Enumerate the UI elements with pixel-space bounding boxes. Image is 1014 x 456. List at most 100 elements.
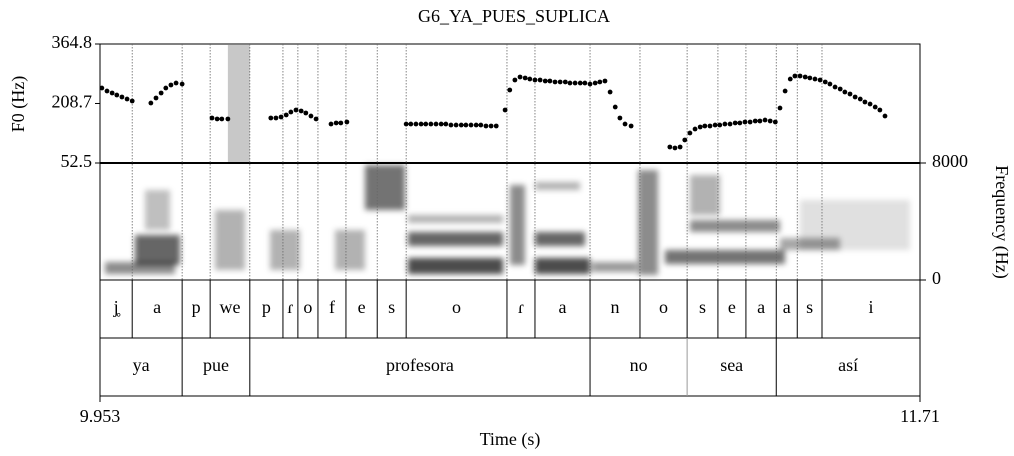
f0-point: [308, 113, 314, 119]
tier-label: e: [358, 297, 366, 317]
f0-point: [338, 120, 344, 126]
f0-point: [607, 89, 613, 95]
y-axis-label: F0 (Hz): [8, 76, 29, 133]
f0-point: [124, 96, 130, 102]
f0-point: [453, 122, 459, 128]
f0-point: [129, 98, 135, 104]
f0-point: [857, 96, 863, 102]
f0-point: [757, 118, 763, 124]
tier-label: pue: [203, 355, 229, 375]
tier-label: o: [452, 297, 461, 317]
f0-point: [273, 115, 279, 121]
f0-point: [872, 104, 878, 110]
f0-point: [448, 122, 454, 128]
tier-label: e: [728, 297, 736, 317]
f0-point: [787, 76, 793, 82]
tier-label: s: [699, 297, 706, 317]
f0-point: [403, 121, 409, 127]
f0-point: [832, 84, 838, 90]
tier-label: p: [262, 297, 271, 317]
f0-point: [114, 92, 120, 98]
f0-point: [483, 123, 489, 129]
tier-label: o: [303, 297, 312, 317]
y-tick-label: 52.5: [61, 151, 93, 171]
f0-point: [822, 79, 828, 85]
tier-label: así: [838, 355, 858, 375]
f0-point: [697, 124, 703, 130]
f0-point: [502, 107, 508, 113]
f0-point: [577, 80, 583, 86]
f0-point: [877, 107, 883, 113]
f0-point: [438, 121, 444, 127]
tier-label: ɾ: [518, 297, 524, 317]
f0-point: [433, 121, 439, 127]
f0-point: [418, 121, 424, 127]
f0-point: [153, 95, 159, 101]
f0-point: [622, 121, 628, 127]
f0-point: [557, 79, 563, 85]
f0-point: [99, 85, 105, 91]
f0-point: [547, 78, 553, 84]
f0-point: [672, 145, 678, 151]
f0-point: [867, 101, 873, 107]
tier-label: a: [783, 297, 791, 317]
f0-point: [488, 123, 494, 129]
plot-frame: [99, 43, 921, 397]
f0-point: [777, 105, 783, 111]
f0-point: [742, 119, 748, 125]
f0-point: [168, 82, 174, 88]
f0-point: [812, 76, 818, 82]
f0-point: [587, 81, 593, 87]
f0-point: [692, 126, 698, 132]
x-axis-label: Time (s): [480, 429, 541, 450]
f0-point: [797, 73, 803, 79]
f0-point: [562, 79, 568, 85]
f0-point: [572, 80, 578, 86]
f0-point: [219, 116, 225, 122]
f0-point: [537, 77, 543, 83]
f0-point: [408, 121, 414, 127]
f0-point: [682, 137, 688, 143]
f0-point: [717, 122, 723, 128]
f0-point: [463, 122, 469, 128]
f0-point: [727, 121, 733, 127]
f0-point: [862, 99, 868, 105]
f0-point: [817, 77, 823, 83]
f0-point: [512, 77, 518, 83]
tier-label: ɾ: [287, 297, 293, 317]
f0-point: [722, 121, 728, 127]
f0-point: [268, 115, 274, 121]
f0-point: [293, 107, 299, 113]
f0-point: [119, 94, 125, 100]
f0-point: [597, 79, 603, 85]
tier-label: s: [806, 297, 813, 317]
f0-point: [762, 117, 768, 123]
f0-point: [882, 113, 888, 119]
f0-point: [298, 108, 304, 114]
f0-point: [473, 122, 479, 128]
tier-label: n: [611, 297, 620, 317]
chart-title: G6_YA_PUES_SUPLICA: [418, 6, 610, 26]
y2-tick-label: 0: [932, 268, 941, 288]
f0-point: [852, 94, 858, 100]
y-tick-label: 364.8: [52, 32, 93, 52]
f0-point: [148, 100, 154, 106]
spectrogram: [105, 165, 910, 275]
tier-label: profesora: [386, 355, 454, 375]
f0-point: [842, 89, 848, 95]
y-tick-label: 208.7: [52, 92, 93, 112]
f0-point: [542, 78, 548, 84]
f0-point: [752, 118, 758, 124]
tier-label: we: [219, 297, 240, 317]
f0-point: [158, 90, 164, 96]
f0-point: [278, 114, 284, 120]
f0-point: [667, 144, 673, 150]
f0-point: [225, 116, 231, 122]
f0-point: [313, 116, 319, 122]
f0-point: [707, 123, 713, 129]
f0-point: [602, 78, 608, 84]
f0-point: [617, 115, 623, 121]
f0-point: [807, 75, 813, 81]
f0-point: [677, 144, 683, 150]
